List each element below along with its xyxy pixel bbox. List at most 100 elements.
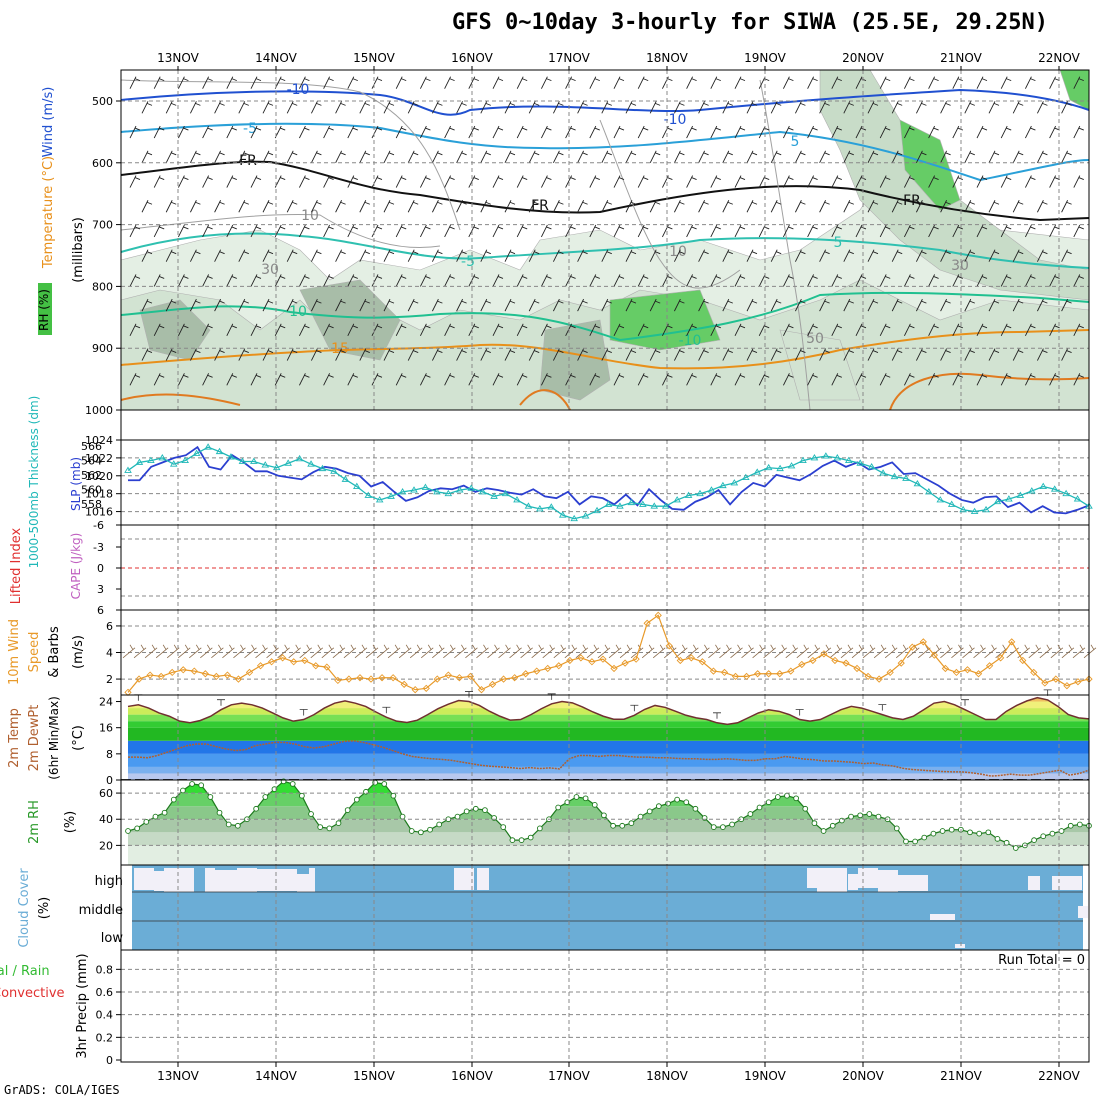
upper-wind-barb: [214, 200, 225, 213]
upper-wind-barb: [347, 76, 358, 89]
rh-point-39: [482, 807, 488, 813]
thickness-point-30: [467, 484, 476, 491]
upper-wind-barb: [601, 101, 612, 114]
wind10-barb-62: [807, 644, 821, 659]
lifted-tick-4: 6: [97, 604, 104, 617]
upper-wind-barb: [867, 200, 879, 213]
wind10-barb-34: [498, 644, 511, 659]
upper-wind-barb: [540, 125, 552, 139]
wind10-point-23: [378, 674, 386, 682]
upper-wind-barb: [831, 125, 842, 139]
upper-wind-barb: [1012, 348, 1024, 361]
upper-wind-barb: [601, 150, 612, 164]
upper-wind-barb: [855, 274, 867, 287]
lifted-tick-3: 3: [97, 583, 104, 596]
upper-wind-barb: [952, 125, 963, 139]
upper-wind-barb: [915, 150, 927, 164]
upper-wind-barb: [286, 101, 298, 114]
thickness-point-57: [776, 464, 784, 472]
wind10-point-61: [798, 660, 806, 669]
wind10-barb-18: [321, 644, 335, 659]
upper-wind-barb: [698, 150, 709, 164]
wind10-point-31: [466, 672, 475, 681]
bottom-date-label-1: 14NOV: [255, 1069, 297, 1083]
upper-wind-barb: [238, 150, 249, 164]
upper-wind-barb: [323, 373, 334, 386]
pressure-tick-1: 600: [92, 157, 113, 170]
upper-wind-barb: [746, 200, 758, 213]
upper-wind-barb: [637, 274, 649, 287]
precip-axis-label: 3hr Precip (mm): [75, 953, 90, 1058]
upper-wind-barb: [601, 249, 612, 262]
precip-tick-0: 0.8: [96, 963, 114, 976]
upper-wind-barb: [214, 249, 225, 262]
cloud-gap-8: [309, 868, 315, 892]
upper-wind-barb: [516, 175, 528, 188]
upper-wind-barb: [153, 125, 165, 139]
upper-wind-barb: [1073, 274, 1084, 287]
thickness-tick-1: 564: [81, 455, 102, 468]
thickness-point-72: [947, 500, 956, 507]
upper-wind-barb: [492, 274, 504, 287]
upper-wind-barb: [177, 323, 189, 337]
upper-wind-barb: [964, 298, 975, 312]
rh-point-92: [967, 829, 973, 836]
freezing-level: [120, 160, 1090, 222]
wind10-barb-39: [553, 644, 567, 659]
wind10-barb-28: [432, 644, 445, 659]
upper-wind-barb: [419, 224, 431, 238]
rh-tick-2: 20: [99, 839, 113, 852]
upper-wind-barb: [637, 175, 649, 188]
wind10-point-84: [1052, 675, 1060, 683]
upper-wind-barb: [613, 224, 625, 238]
wind10-point-21: [356, 674, 364, 682]
wind10-barb-21: [354, 644, 368, 659]
upper-wind-barb: [686, 274, 697, 287]
wind10-point-57: [753, 670, 762, 678]
upper-wind-barb: [371, 323, 383, 337]
upper-wind-barb: [952, 76, 963, 89]
wind10-point-62: [809, 656, 817, 665]
rh-point-77: [829, 822, 836, 829]
upper-wind-barb: [1012, 298, 1024, 312]
upper-wind-barb: [516, 76, 528, 89]
upper-wind-barb: [940, 298, 951, 312]
wind10-point-42: [588, 658, 596, 666]
upper-wind-barb: [807, 76, 818, 89]
wind10-point-8: [212, 672, 221, 681]
wind10-barb-83: [1039, 644, 1053, 659]
upper-wind-barb: [504, 150, 516, 164]
rh-point-90: [948, 826, 955, 833]
upper-wind-barb: [625, 101, 637, 114]
upper-wind-barb: [589, 76, 600, 89]
upper-wind-barb: [468, 125, 479, 139]
wind10-barb-72: [918, 644, 931, 659]
contour-label-0: -10: [287, 82, 310, 98]
upper-wind-barb: [782, 323, 794, 337]
upper-wind-barb: [165, 150, 177, 164]
upper-wind-barb: [565, 76, 576, 89]
upper-wind-barb: [1000, 224, 1012, 238]
upper-wind-barb: [323, 224, 334, 238]
cloud-gap-17: [1028, 876, 1040, 890]
upper-wind-barb: [480, 249, 491, 262]
wind10-barb-70: [895, 644, 909, 659]
upper-wind-barb: [601, 348, 612, 361]
rh-point-95: [994, 835, 1001, 842]
upper-wind-barb: [698, 348, 709, 361]
wind10-barb-11: [244, 644, 257, 659]
thickness-point-17: [318, 464, 327, 472]
upper-wind-barb: [807, 224, 818, 238]
rh-point-103: [1067, 822, 1074, 829]
upper-wind-barb: [952, 373, 963, 386]
wind10-point-16: [301, 656, 309, 665]
cloud-layer-label-0: high: [95, 874, 123, 889]
upper-wind-barb: [165, 348, 177, 361]
upper-wind-barb: [1073, 323, 1084, 337]
upper-wind-barb: [940, 348, 951, 361]
upper-wind-barb: [1024, 323, 1036, 337]
upper-wind-barb: [226, 125, 237, 139]
thickness-point-39: [570, 514, 578, 522]
temp-axis-label-1: 2m Temp: [7, 708, 22, 768]
wind10-barb-26: [409, 644, 423, 659]
